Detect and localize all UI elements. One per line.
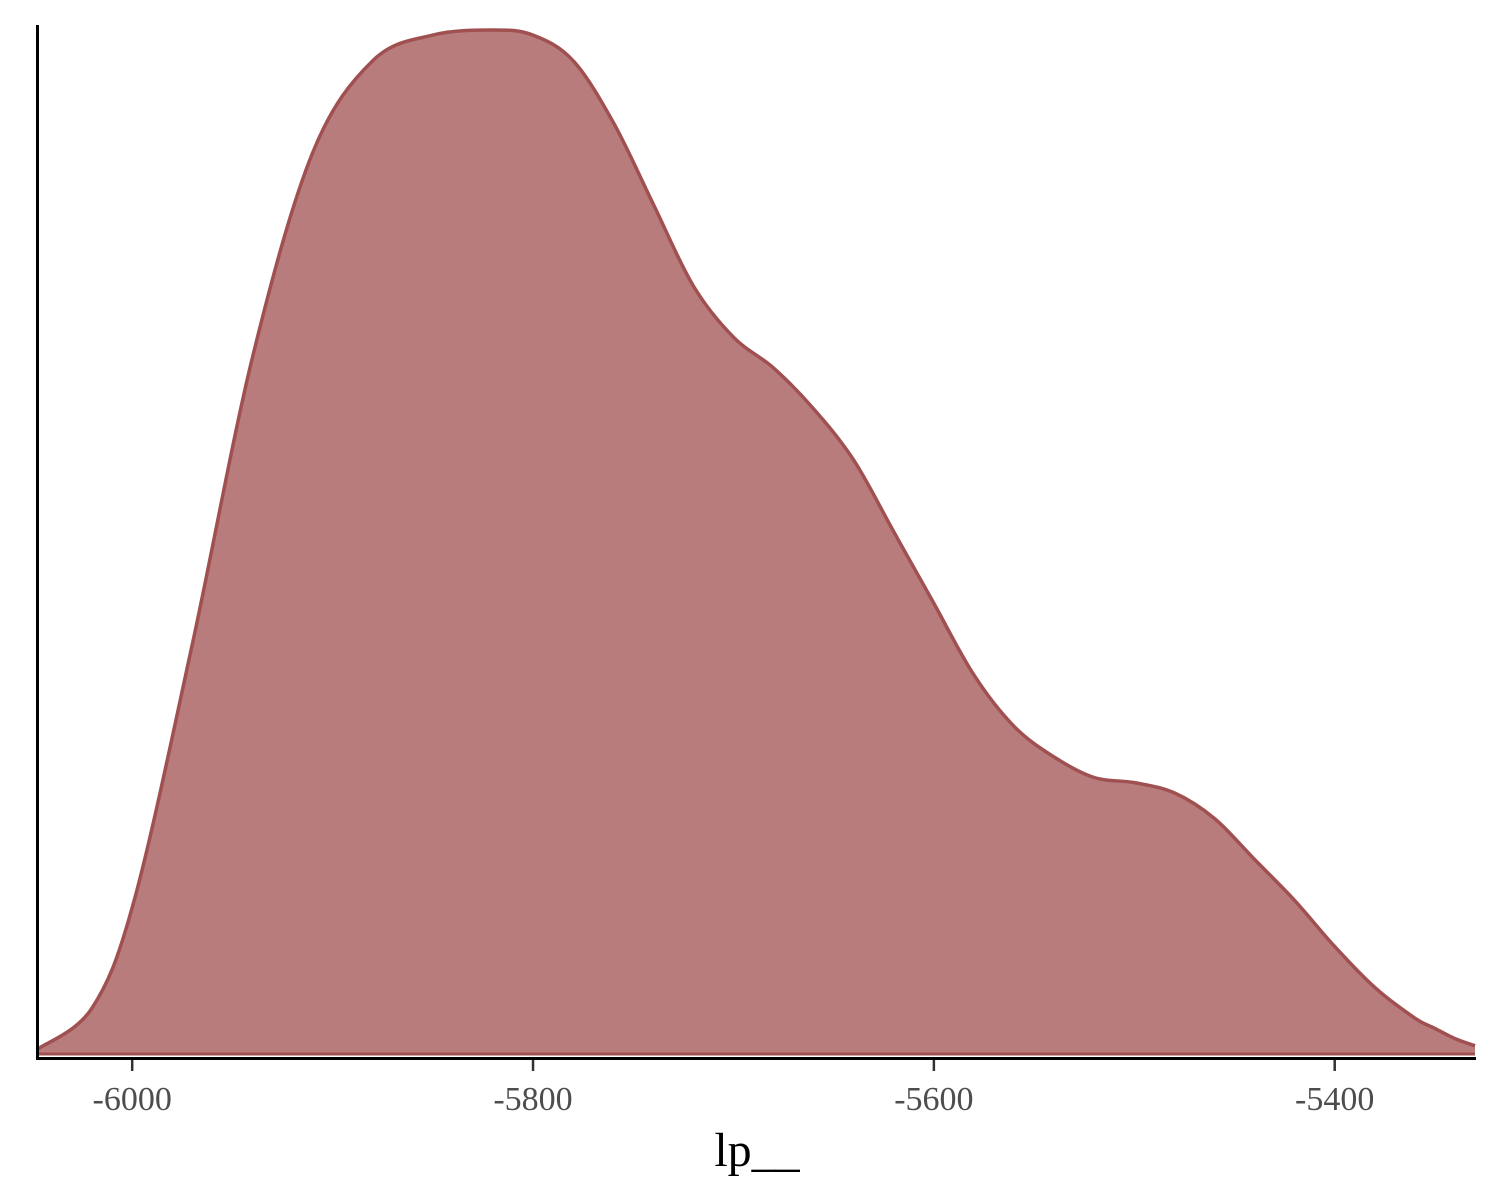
density-line <box>36 28 1476 1051</box>
x-tick-label: -6000 <box>93 1081 172 1118</box>
x-ticks: -6000 -5800 -5600 -5400 <box>93 1060 1374 1118</box>
x-axis-title: lp__ <box>714 1124 800 1177</box>
plot-area <box>36 28 1476 1056</box>
x-tick-label: -5800 <box>493 1081 572 1118</box>
x-tick-label: -5400 <box>1295 1081 1374 1118</box>
x-tick-label: -5600 <box>894 1081 973 1118</box>
density-area <box>38 30 1475 1054</box>
